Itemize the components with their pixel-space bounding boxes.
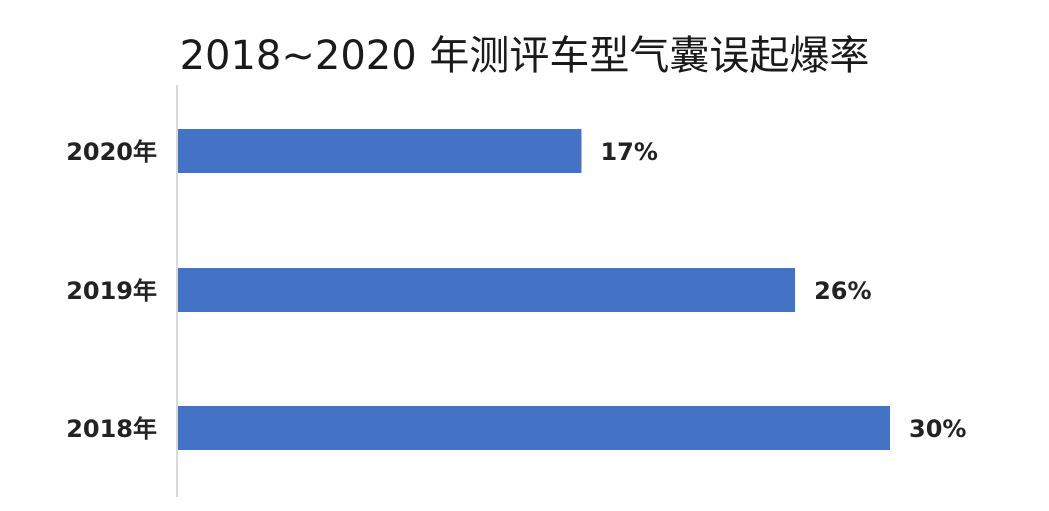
category-label-2: 2018年 bbox=[66, 415, 157, 443]
bar-2 bbox=[178, 406, 890, 450]
data-label-0: 17% bbox=[600, 138, 657, 166]
category-label-0: 2020年 bbox=[66, 138, 157, 166]
chart-marks: 2020年 17% 2019年 26% 2018年 30% bbox=[66, 129, 966, 450]
bar-1 bbox=[178, 268, 796, 312]
data-label-1: 26% bbox=[814, 277, 871, 305]
data-label-2: 30% bbox=[909, 415, 966, 443]
chart-title: 2018~2020 年测评车型气囊误起爆率 bbox=[179, 33, 870, 79]
bar-0 bbox=[178, 129, 582, 173]
category-label-1: 2019年 bbox=[66, 277, 157, 305]
